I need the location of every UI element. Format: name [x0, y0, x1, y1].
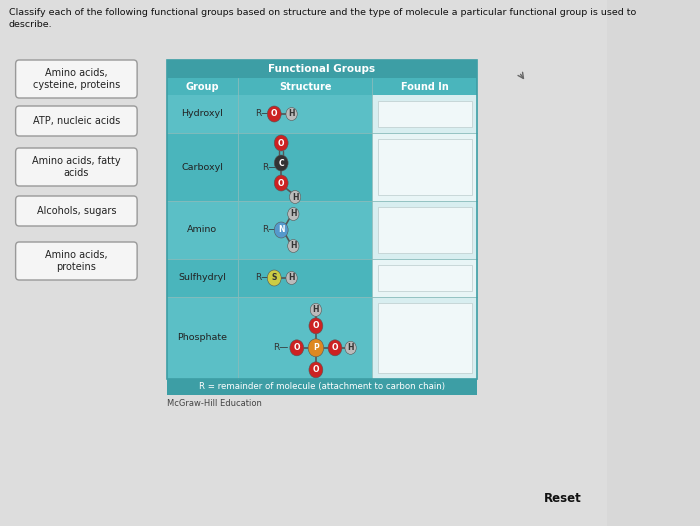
- Bar: [167, 60, 477, 379]
- Text: Amino: Amino: [187, 226, 217, 235]
- Text: McGraw-Hill Education: McGraw-Hill Education: [167, 399, 262, 408]
- Circle shape: [274, 155, 288, 171]
- Circle shape: [274, 175, 288, 191]
- Circle shape: [289, 190, 301, 204]
- Bar: [167, 95, 238, 133]
- Text: H: H: [290, 241, 297, 250]
- Circle shape: [288, 239, 299, 252]
- Text: Phosphate: Phosphate: [177, 333, 228, 342]
- Circle shape: [274, 222, 288, 238]
- Text: O: O: [332, 343, 338, 352]
- Text: O: O: [293, 343, 300, 352]
- Text: R—: R—: [255, 109, 270, 118]
- Text: O: O: [313, 366, 319, 375]
- Bar: [167, 259, 238, 297]
- Bar: [372, 297, 477, 379]
- Text: Functional Groups: Functional Groups: [268, 64, 375, 74]
- Bar: [238, 201, 372, 259]
- Text: Alcohols, sugars: Alcohols, sugars: [36, 206, 116, 216]
- Text: R—: R—: [262, 226, 277, 235]
- Text: ATP, nucleic acids: ATP, nucleic acids: [33, 116, 120, 126]
- Circle shape: [345, 341, 356, 355]
- Text: Hydroxyl: Hydroxyl: [181, 109, 223, 118]
- Bar: [372, 201, 477, 259]
- FancyBboxPatch shape: [15, 242, 137, 280]
- Bar: [377, 303, 472, 373]
- Bar: [167, 60, 477, 78]
- Circle shape: [309, 318, 323, 334]
- Circle shape: [286, 271, 297, 285]
- Text: describe.: describe.: [8, 20, 52, 29]
- Circle shape: [310, 304, 321, 316]
- Bar: [167, 133, 238, 201]
- Circle shape: [267, 270, 281, 286]
- Bar: [377, 265, 472, 291]
- Bar: [377, 139, 472, 195]
- Bar: [238, 297, 372, 379]
- Bar: [167, 78, 477, 95]
- Circle shape: [288, 207, 299, 220]
- Text: R—: R—: [273, 343, 288, 352]
- Text: Amino acids, fatty
acids: Amino acids, fatty acids: [32, 156, 120, 178]
- Text: H: H: [347, 343, 354, 352]
- Bar: [167, 379, 477, 395]
- Text: Reset: Reset: [543, 491, 581, 504]
- Text: H: H: [288, 274, 295, 282]
- Circle shape: [308, 339, 323, 357]
- Text: O: O: [271, 109, 277, 118]
- Text: Structure: Structure: [279, 82, 331, 92]
- Bar: [167, 201, 238, 259]
- Text: R = remainder of molecule (attachment to carbon chain): R = remainder of molecule (attachment to…: [199, 382, 445, 391]
- Text: H: H: [288, 109, 295, 118]
- Bar: [372, 95, 477, 133]
- Text: H: H: [292, 193, 298, 201]
- Text: Found In: Found In: [401, 82, 449, 92]
- Bar: [167, 297, 238, 379]
- Text: R—: R—: [262, 163, 277, 171]
- Text: Classify each of the following functional groups based on structure and the type: Classify each of the following functiona…: [8, 8, 636, 17]
- Text: H: H: [313, 305, 319, 315]
- Text: Sulfhydryl: Sulfhydryl: [178, 274, 226, 282]
- Text: Group: Group: [186, 82, 219, 92]
- Bar: [238, 259, 372, 297]
- FancyBboxPatch shape: [15, 106, 137, 136]
- Text: H: H: [290, 209, 297, 218]
- FancyBboxPatch shape: [15, 60, 137, 98]
- Text: Amino acids,
cysteine, proteins: Amino acids, cysteine, proteins: [33, 68, 120, 90]
- Bar: [372, 133, 477, 201]
- Bar: [372, 259, 477, 297]
- Circle shape: [274, 135, 288, 151]
- Circle shape: [309, 362, 323, 378]
- Text: O: O: [278, 178, 284, 187]
- Bar: [377, 207, 472, 253]
- Bar: [238, 95, 372, 133]
- Text: C: C: [279, 158, 284, 167]
- Circle shape: [290, 340, 304, 356]
- FancyBboxPatch shape: [15, 196, 137, 226]
- Bar: [238, 133, 372, 201]
- Circle shape: [286, 107, 297, 120]
- Bar: [377, 101, 472, 127]
- Text: P: P: [313, 343, 319, 352]
- Text: Amino acids,
proteins: Amino acids, proteins: [45, 250, 108, 272]
- Text: O: O: [278, 138, 284, 147]
- Text: Carboxyl: Carboxyl: [181, 163, 223, 171]
- Text: R—: R—: [255, 274, 270, 282]
- Text: O: O: [313, 321, 319, 330]
- Circle shape: [328, 340, 342, 356]
- FancyBboxPatch shape: [15, 148, 137, 186]
- Text: S: S: [272, 274, 277, 282]
- Text: N: N: [278, 226, 284, 235]
- Circle shape: [267, 106, 281, 122]
